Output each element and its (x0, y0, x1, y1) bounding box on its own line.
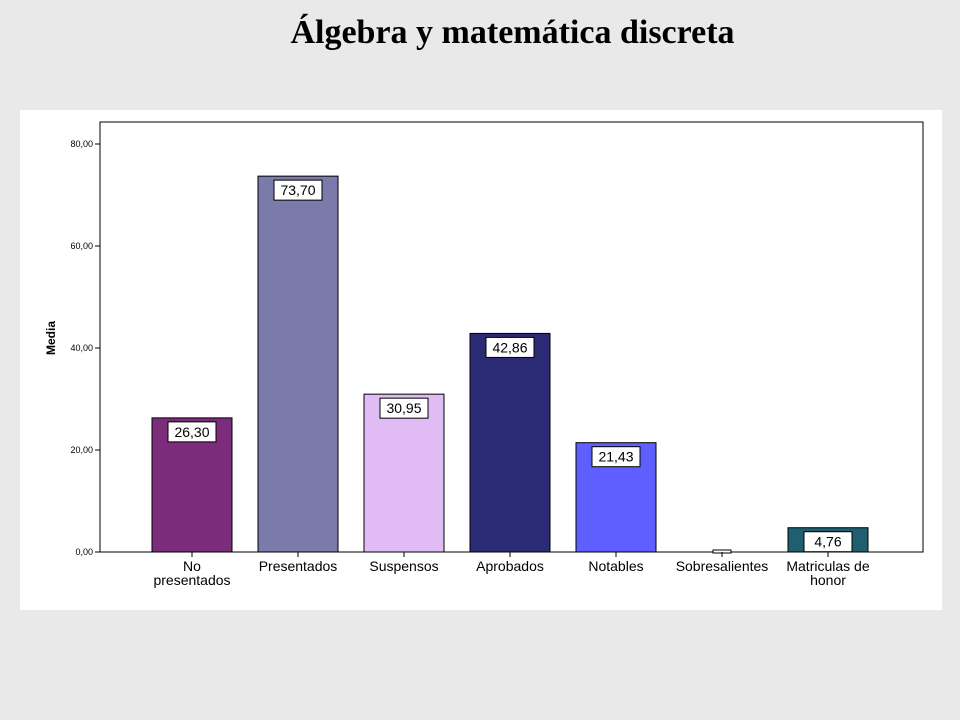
data-label: 30,95 (379, 397, 429, 419)
data-label-text: 4,76 (814, 534, 841, 550)
x-tick-label-line: Matriculas de (786, 558, 869, 574)
y-tick-label: 40,00 (70, 343, 93, 353)
x-tick-label: Aprobados (476, 558, 544, 574)
data-label-text: 21,43 (598, 449, 633, 465)
x-tick-label-line: Suspensos (369, 558, 438, 574)
chart-title: Álgebra y matemática discreta (290, 14, 735, 51)
bar (363, 393, 445, 553)
x-tick-label: No presentados (153, 558, 230, 588)
y-tick-label: 60,00 (70, 241, 93, 251)
x-tick-label: Notables (588, 558, 643, 574)
chart-panel: 0,00 20,00 40,00 60,00 80,00 26,30 73,70 30,95… (20, 110, 942, 610)
data-label: 42,86 (485, 336, 535, 358)
bar (469, 332, 551, 553)
data-label: 21,43 (591, 446, 641, 468)
bar-chart: 0,00 20,00 40,00 60,00 80,00 26,30 73,70 30,95… (44, 121, 924, 588)
data-label-box (379, 397, 429, 419)
data-label: 73,70 (273, 179, 323, 201)
data-label-box (803, 531, 853, 553)
y-tick-label: 0,00 (75, 547, 93, 557)
y-axis-title: Media (44, 321, 58, 355)
data-label-text: 26,30 (174, 424, 209, 440)
data-label-box (273, 179, 323, 201)
data-label-text: 73,70 (280, 182, 315, 198)
y-axis: 0,00 20,00 40,00 60,00 80,00 (70, 139, 100, 557)
data-label: 26,30 (167, 421, 217, 443)
x-tick-label-line: honor (810, 572, 846, 588)
x-tick-label: Presentados (259, 558, 338, 574)
bar (257, 175, 339, 553)
data-label-text: 42,86 (492, 339, 527, 355)
data-label-box (591, 446, 641, 468)
data-label-text: 30,95 (386, 400, 421, 416)
x-tick-label-line: No (183, 558, 201, 574)
data-label-box (485, 336, 535, 358)
x-axis: No presentados Presentados Suspensos Aprobad… (153, 552, 870, 588)
y-tick-label: 20,00 (70, 445, 93, 455)
x-tick-label: Sobresalientes (676, 558, 769, 574)
x-tick-label-line: Presentados (259, 558, 338, 574)
x-tick-label-line: presentados (153, 572, 230, 588)
data-label-box (167, 421, 217, 443)
x-tick-label-line: Aprobados (476, 558, 544, 574)
y-tick-label: 80,00 (70, 139, 93, 149)
x-tick-label: Matriculas de honor (786, 558, 869, 588)
bars: 26,30 73,70 30,95 42,86 21,43 4,76 (151, 175, 869, 554)
data-label: 4,76 (803, 531, 853, 553)
x-tick-label: Suspensos (369, 558, 438, 574)
x-tick-label-line: Notables (588, 558, 643, 574)
x-tick-label-line: Sobresalientes (676, 558, 769, 574)
